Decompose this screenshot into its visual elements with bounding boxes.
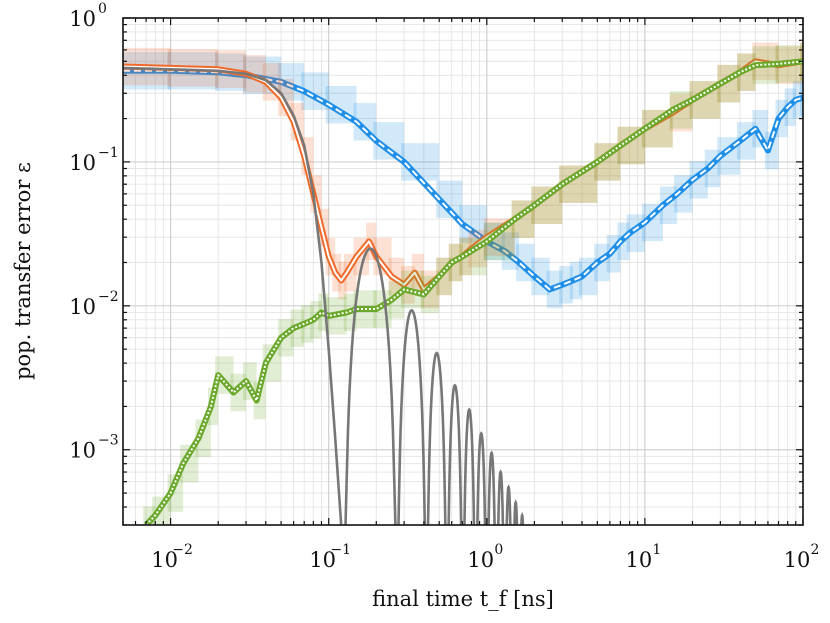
series-layer — [123, 42, 803, 525]
x-tick-label-exponent: −2 — [172, 542, 193, 558]
series-blue-center — [123, 69, 803, 291]
series-green-band — [180, 444, 199, 483]
x-tick-label-exponent: −1 — [330, 542, 351, 558]
x-tick-label-exponent: 1 — [652, 542, 661, 558]
series-gray-lobe — [520, 511, 525, 525]
x-tick-label: 10 — [151, 548, 178, 572]
y-tick-label-exponent: −2 — [98, 289, 119, 305]
y-tick-label: 10 — [69, 439, 96, 463]
series-gray-lobe — [476, 431, 487, 525]
series-green-line — [143, 58, 803, 525]
y-tick-label-exponent: −1 — [98, 145, 119, 161]
x-tick-label-exponent: 0 — [494, 542, 503, 558]
x-tick-label: 10 — [467, 548, 494, 572]
series-gray-lobe — [447, 383, 463, 525]
series-gray-line — [123, 66, 343, 525]
tick-labels: 10−2 10−1 10 0 10 1 10 210 −310 −210 −110 0 — [69, 1, 819, 572]
axis-ticks — [122, 17, 804, 526]
series-gray-lobe — [463, 407, 476, 525]
x-axis-label: final time t_f [ns] — [372, 587, 554, 611]
y-tick-label-exponent: 0 — [98, 1, 107, 17]
y-tick-label: 10 — [69, 151, 96, 175]
series-blue-band — [353, 103, 377, 141]
x-tick-label: 10 — [784, 548, 811, 572]
y-tick-label: 10 — [69, 295, 96, 319]
series-gray-lobe — [426, 351, 447, 525]
x-tick-label: 10 — [626, 548, 653, 572]
series-gray-lobe — [344, 247, 397, 525]
y-tick-label: 10 — [69, 7, 96, 31]
series-green-center — [145, 60, 803, 525]
series-green-band — [262, 344, 282, 382]
series-gray-lobe — [505, 484, 512, 525]
y-tick-label-exponent: −3 — [98, 433, 119, 449]
y-axis-label: pop. transfer error ε — [11, 162, 35, 380]
series-gray-lobe — [487, 450, 496, 525]
x-tick-label-exponent: 2 — [811, 542, 820, 558]
series-gray-lobe — [497, 469, 505, 525]
series-gray-lobe — [397, 308, 427, 525]
x-tick-label: 10 — [309, 548, 336, 572]
series-gray-lobe — [513, 499, 519, 525]
series-orange-band — [243, 54, 266, 93]
plot-frame — [122, 17, 804, 526]
